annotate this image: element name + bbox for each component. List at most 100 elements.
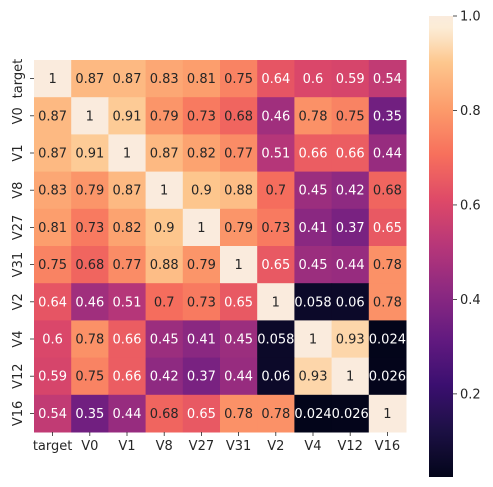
cell-annotation: 0.79 (224, 221, 253, 236)
cell-annotation: 0.65 (187, 407, 216, 422)
cell-annotation: 0.42 (150, 370, 179, 385)
heatmap-cell (71, 171, 109, 210)
heatmap-cell (71, 208, 109, 247)
cell-annotation: 0.41 (187, 333, 216, 348)
heatmap-cell (257, 171, 295, 210)
cell-annotation: 0.65 (224, 295, 253, 310)
heatmap-cell (220, 357, 258, 396)
heatmap-cell (34, 394, 72, 433)
heatmap-cell (182, 208, 221, 247)
heatmap-cell (71, 246, 109, 284)
colorbar-tick-label: 0.4 (460, 293, 481, 308)
x-tick-label: V4 (304, 439, 321, 454)
heatmap-cell (34, 208, 72, 247)
heatmap-cell (108, 394, 147, 433)
y-tick-label: V12 (11, 363, 26, 388)
heatmap-cell (368, 171, 407, 210)
cell-annotation: 0.81 (187, 72, 216, 87)
heatmap-cell (331, 134, 370, 173)
cell-annotation: 0.35 (75, 407, 104, 422)
cell-annotation: 0.88 (224, 184, 253, 199)
cell-annotation: 0.66 (113, 370, 142, 385)
heatmap-cell (145, 394, 184, 433)
cell-annotation: 0.82 (113, 221, 142, 236)
cell-annotation: 0.78 (224, 407, 253, 422)
heatmap-cell (257, 357, 295, 396)
x-tick-label: V12 (337, 439, 362, 454)
heatmap-cell (145, 171, 184, 210)
heatmap-cell (368, 357, 407, 396)
cell-annotation: 0.64 (38, 295, 67, 310)
cell-annotation: 0.68 (224, 109, 253, 124)
cell-annotation: 0.44 (113, 407, 142, 422)
cell-annotation: 0.06 (336, 295, 365, 310)
heatmap-cell (331, 208, 370, 247)
heatmap-cell (108, 246, 147, 284)
y-axis: target V0 V1 V8 V27 V31 V2 V4 V12 V16 (11, 59, 34, 426)
cell-annotation: 0.73 (187, 295, 216, 310)
cell-annotation: 0.87 (38, 147, 67, 162)
cell-annotation: 0.68 (75, 258, 104, 273)
cell-annotation: 0.78 (261, 407, 290, 422)
colorbar: 0.2 0.4 0.6 0.8 1.0 (429, 10, 481, 477)
cell-annotation: 0.87 (38, 109, 67, 124)
heatmap-cell (220, 246, 258, 284)
heatmap-cell (294, 283, 333, 321)
heatmap-cell (182, 60, 221, 98)
colorbar-gradient (429, 16, 453, 477)
cell-annotation: 0.59 (38, 370, 67, 385)
heatmap-cell (220, 283, 258, 321)
heatmap-cell (331, 357, 370, 396)
x-tick-label: V8 (156, 439, 173, 454)
heatmap-cell (71, 357, 109, 396)
heatmap-cell (145, 60, 184, 98)
heatmap-cell (257, 60, 295, 98)
y-tick-label: V8 (11, 182, 26, 199)
heatmap-cell (294, 246, 333, 284)
heatmap-cell (182, 394, 221, 433)
cell-annotation: 0.68 (373, 184, 402, 199)
heatmap-cell (220, 394, 258, 433)
heatmap-cell (34, 60, 72, 98)
heatmap-cell (108, 60, 147, 98)
cell-annotation: 0.91 (75, 147, 104, 162)
cell-annotation: 0.68 (150, 407, 179, 422)
heatmap-cell (182, 171, 221, 210)
heatmap-cell (294, 394, 333, 433)
cell-annotation: 0.024 (369, 333, 406, 348)
heatmap-annotations: 1 0.87 0.87 0.83 0.81 0.75 0.64 0.6 0.59 0.54 0.87… (38, 72, 406, 422)
heatmap-cell (182, 134, 221, 173)
heatmap-cell (220, 171, 258, 210)
cell-annotation: 0.93 (336, 333, 365, 348)
cell-annotation: 1 (272, 295, 280, 310)
cell-annotation: 0.45 (299, 184, 328, 199)
heatmap-cell (368, 60, 407, 98)
cell-annotation: 0.35 (373, 109, 402, 124)
heatmap-cell (108, 97, 147, 135)
cell-annotation: 0.7 (265, 184, 286, 199)
x-tick-label: V16 (375, 439, 400, 454)
cell-annotation: 0.44 (373, 147, 402, 162)
heatmap-cell (257, 134, 295, 173)
cell-annotation: 0.75 (336, 109, 365, 124)
cell-annotation: 0.93 (299, 370, 328, 385)
heatmap-cell (108, 208, 147, 247)
cell-annotation: 1 (346, 370, 354, 385)
heatmap-cell (182, 357, 221, 396)
cell-annotation: 0.45 (299, 258, 328, 273)
colorbar-tick-label: 1.0 (460, 10, 481, 25)
heatmap-cell (220, 208, 258, 247)
cell-annotation: 0.91 (113, 109, 142, 124)
heatmap-cell (71, 283, 109, 321)
cell-annotation: 0.75 (38, 258, 67, 273)
heatmap-cell (294, 357, 333, 396)
cell-annotation: 0.9 (191, 184, 212, 199)
cell-annotation: 0.6 (42, 333, 63, 348)
cell-annotation: 0.024 (294, 407, 331, 422)
cell-annotation: 0.51 (261, 147, 290, 162)
cell-annotation: 0.79 (75, 184, 104, 199)
cell-annotation: 0.46 (261, 109, 290, 124)
cell-annotation: 0.026 (332, 407, 369, 422)
heatmap-cell (331, 60, 370, 98)
heatmap-cell (257, 208, 295, 247)
